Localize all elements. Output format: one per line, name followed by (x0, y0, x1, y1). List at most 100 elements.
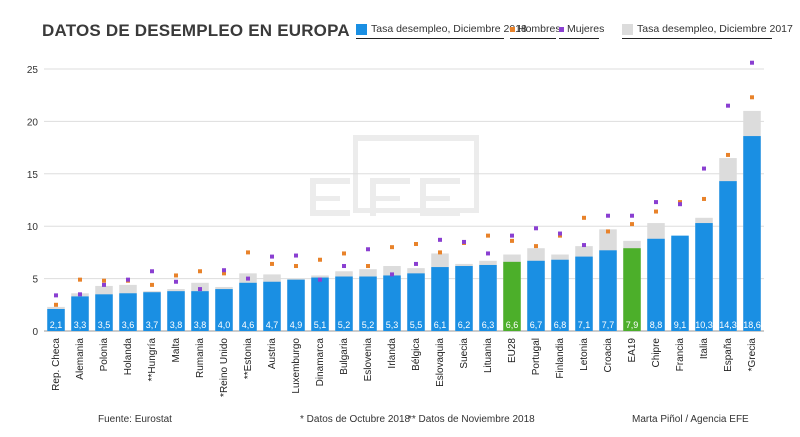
bar-2018 (359, 276, 377, 331)
x-category-label: Finlandia (555, 338, 566, 379)
x-category-label: Francia (675, 338, 686, 372)
x-category-label: **Hungría (147, 338, 158, 382)
marker-women (702, 166, 706, 171)
efe-watermark (310, 135, 479, 216)
bar-value-label: 4,6 (242, 320, 255, 330)
bar-value-label: 7,7 (602, 320, 615, 330)
bar-value-label: 3,5 (98, 320, 111, 330)
bar-2018 (95, 294, 113, 331)
marker-women (654, 200, 658, 205)
bar-2018 (479, 264, 497, 331)
marker-men (366, 264, 370, 269)
x-category-label: EU28 (507, 338, 518, 363)
x-category-label: Portugal (531, 338, 542, 375)
marker-men (630, 222, 634, 227)
bar-value-label: 3,3 (74, 320, 87, 330)
bar-2018 (407, 273, 425, 331)
legend-label-women: Mujeres (567, 23, 605, 35)
bar-value-label: 5,2 (338, 320, 351, 330)
marker-women (438, 237, 442, 242)
bar-value-label: 5,5 (410, 320, 423, 330)
footer-note-october: * Datos de Octubre 2018 (300, 414, 411, 425)
legend-underline-rate-2018 (356, 38, 504, 39)
bar-value-label: 6,1 (434, 320, 447, 330)
marker-women (318, 277, 322, 282)
bar-value-label: 7,1 (578, 320, 591, 330)
marker-women (342, 264, 346, 269)
marker-women (150, 269, 154, 274)
legend-label-rate-2017: Tasa desempleo, Diciembre 2017 (637, 23, 793, 35)
bar-value-label: 6,6 (506, 320, 519, 330)
marker-women (174, 279, 178, 284)
legend-label-men: Hombres (518, 23, 561, 35)
y-tick-label: 0 (32, 327, 38, 338)
y-tick-label: 5 (32, 275, 38, 286)
marker-men (390, 245, 394, 250)
bar-2018 (335, 276, 353, 331)
x-category-label: Luxemburgo (291, 338, 302, 394)
bar-value-label: 6,3 (482, 320, 495, 330)
marker-men (702, 196, 706, 201)
footer-source: Fuente: Eurostat (98, 414, 172, 425)
y-tick-label: 10 (27, 222, 39, 233)
bar-2018 (383, 275, 401, 331)
legend-swatch-rate-2018 (356, 23, 367, 35)
bar-2018 (623, 248, 641, 331)
x-category-label: Irlanda (387, 338, 398, 369)
marker-women (54, 293, 58, 298)
x-category-label: Austria (267, 338, 278, 370)
marker-women (486, 251, 490, 256)
y-tick-label: 20 (27, 117, 39, 128)
legend-item-rate-2018: Tasa desempleo, Diciembre 2018 (356, 22, 527, 36)
bar-2018 (191, 291, 209, 331)
bar-value-label: 5,1 (314, 320, 327, 330)
legend-item-rate-2017: Tasa desempleo, Diciembre 2017 (622, 22, 793, 36)
marker-men (174, 273, 178, 278)
bar-value-label: 3,6 (122, 320, 135, 330)
legend-swatch-men (510, 26, 515, 32)
y-tick-label: 15 (27, 170, 39, 181)
x-category-label: España (723, 338, 734, 372)
bar-value-label: 7,9 (626, 320, 639, 330)
x-category-label: Malta (171, 338, 182, 363)
bar-value-label: 10,3 (695, 320, 713, 330)
bar-2018 (311, 277, 329, 331)
marker-men (294, 264, 298, 269)
bar-value-label: 9,1 (674, 320, 687, 330)
bar-2018 (599, 250, 617, 331)
bar-2018 (263, 281, 281, 331)
marker-women (510, 233, 514, 238)
legend-underline-women (559, 38, 599, 39)
bar-2018 (671, 235, 689, 331)
marker-women (126, 277, 130, 282)
x-category-label: Chipre (651, 338, 662, 368)
marker-women (102, 282, 106, 287)
legend-item-men: Hombres (510, 22, 561, 36)
marker-women (606, 213, 610, 218)
bar-2018 (287, 279, 305, 331)
legend-swatch-rate-2017 (622, 23, 633, 35)
bar-value-label: 2,1 (50, 320, 63, 330)
bar-2018 (431, 267, 449, 331)
x-category-label: Letonia (579, 338, 590, 371)
x-category-label: Croacia (603, 338, 614, 373)
marker-women (270, 254, 274, 259)
marker-men (750, 95, 754, 100)
bar-value-label: 4,0 (218, 320, 231, 330)
bar-value-label: 18,6 (743, 320, 761, 330)
bar-2018 (455, 266, 473, 331)
marker-women (246, 276, 250, 281)
footer-note-november: ** Datos de Noviembre 2018 (408, 414, 535, 425)
marker-women (390, 272, 394, 277)
bar-2018 (503, 261, 521, 331)
bar-2018 (119, 293, 137, 331)
y-tick-label: 25 (27, 65, 39, 76)
x-category-label: Rumania (195, 338, 206, 378)
bar-value-label: 4,7 (266, 320, 279, 330)
x-category-label: *Reino Unido (219, 338, 230, 397)
marker-women (678, 202, 682, 207)
x-category-label: *Grecia (747, 338, 758, 372)
x-category-label: Eslovaquia (435, 338, 446, 387)
marker-men (726, 152, 730, 157)
marker-women (198, 287, 202, 292)
